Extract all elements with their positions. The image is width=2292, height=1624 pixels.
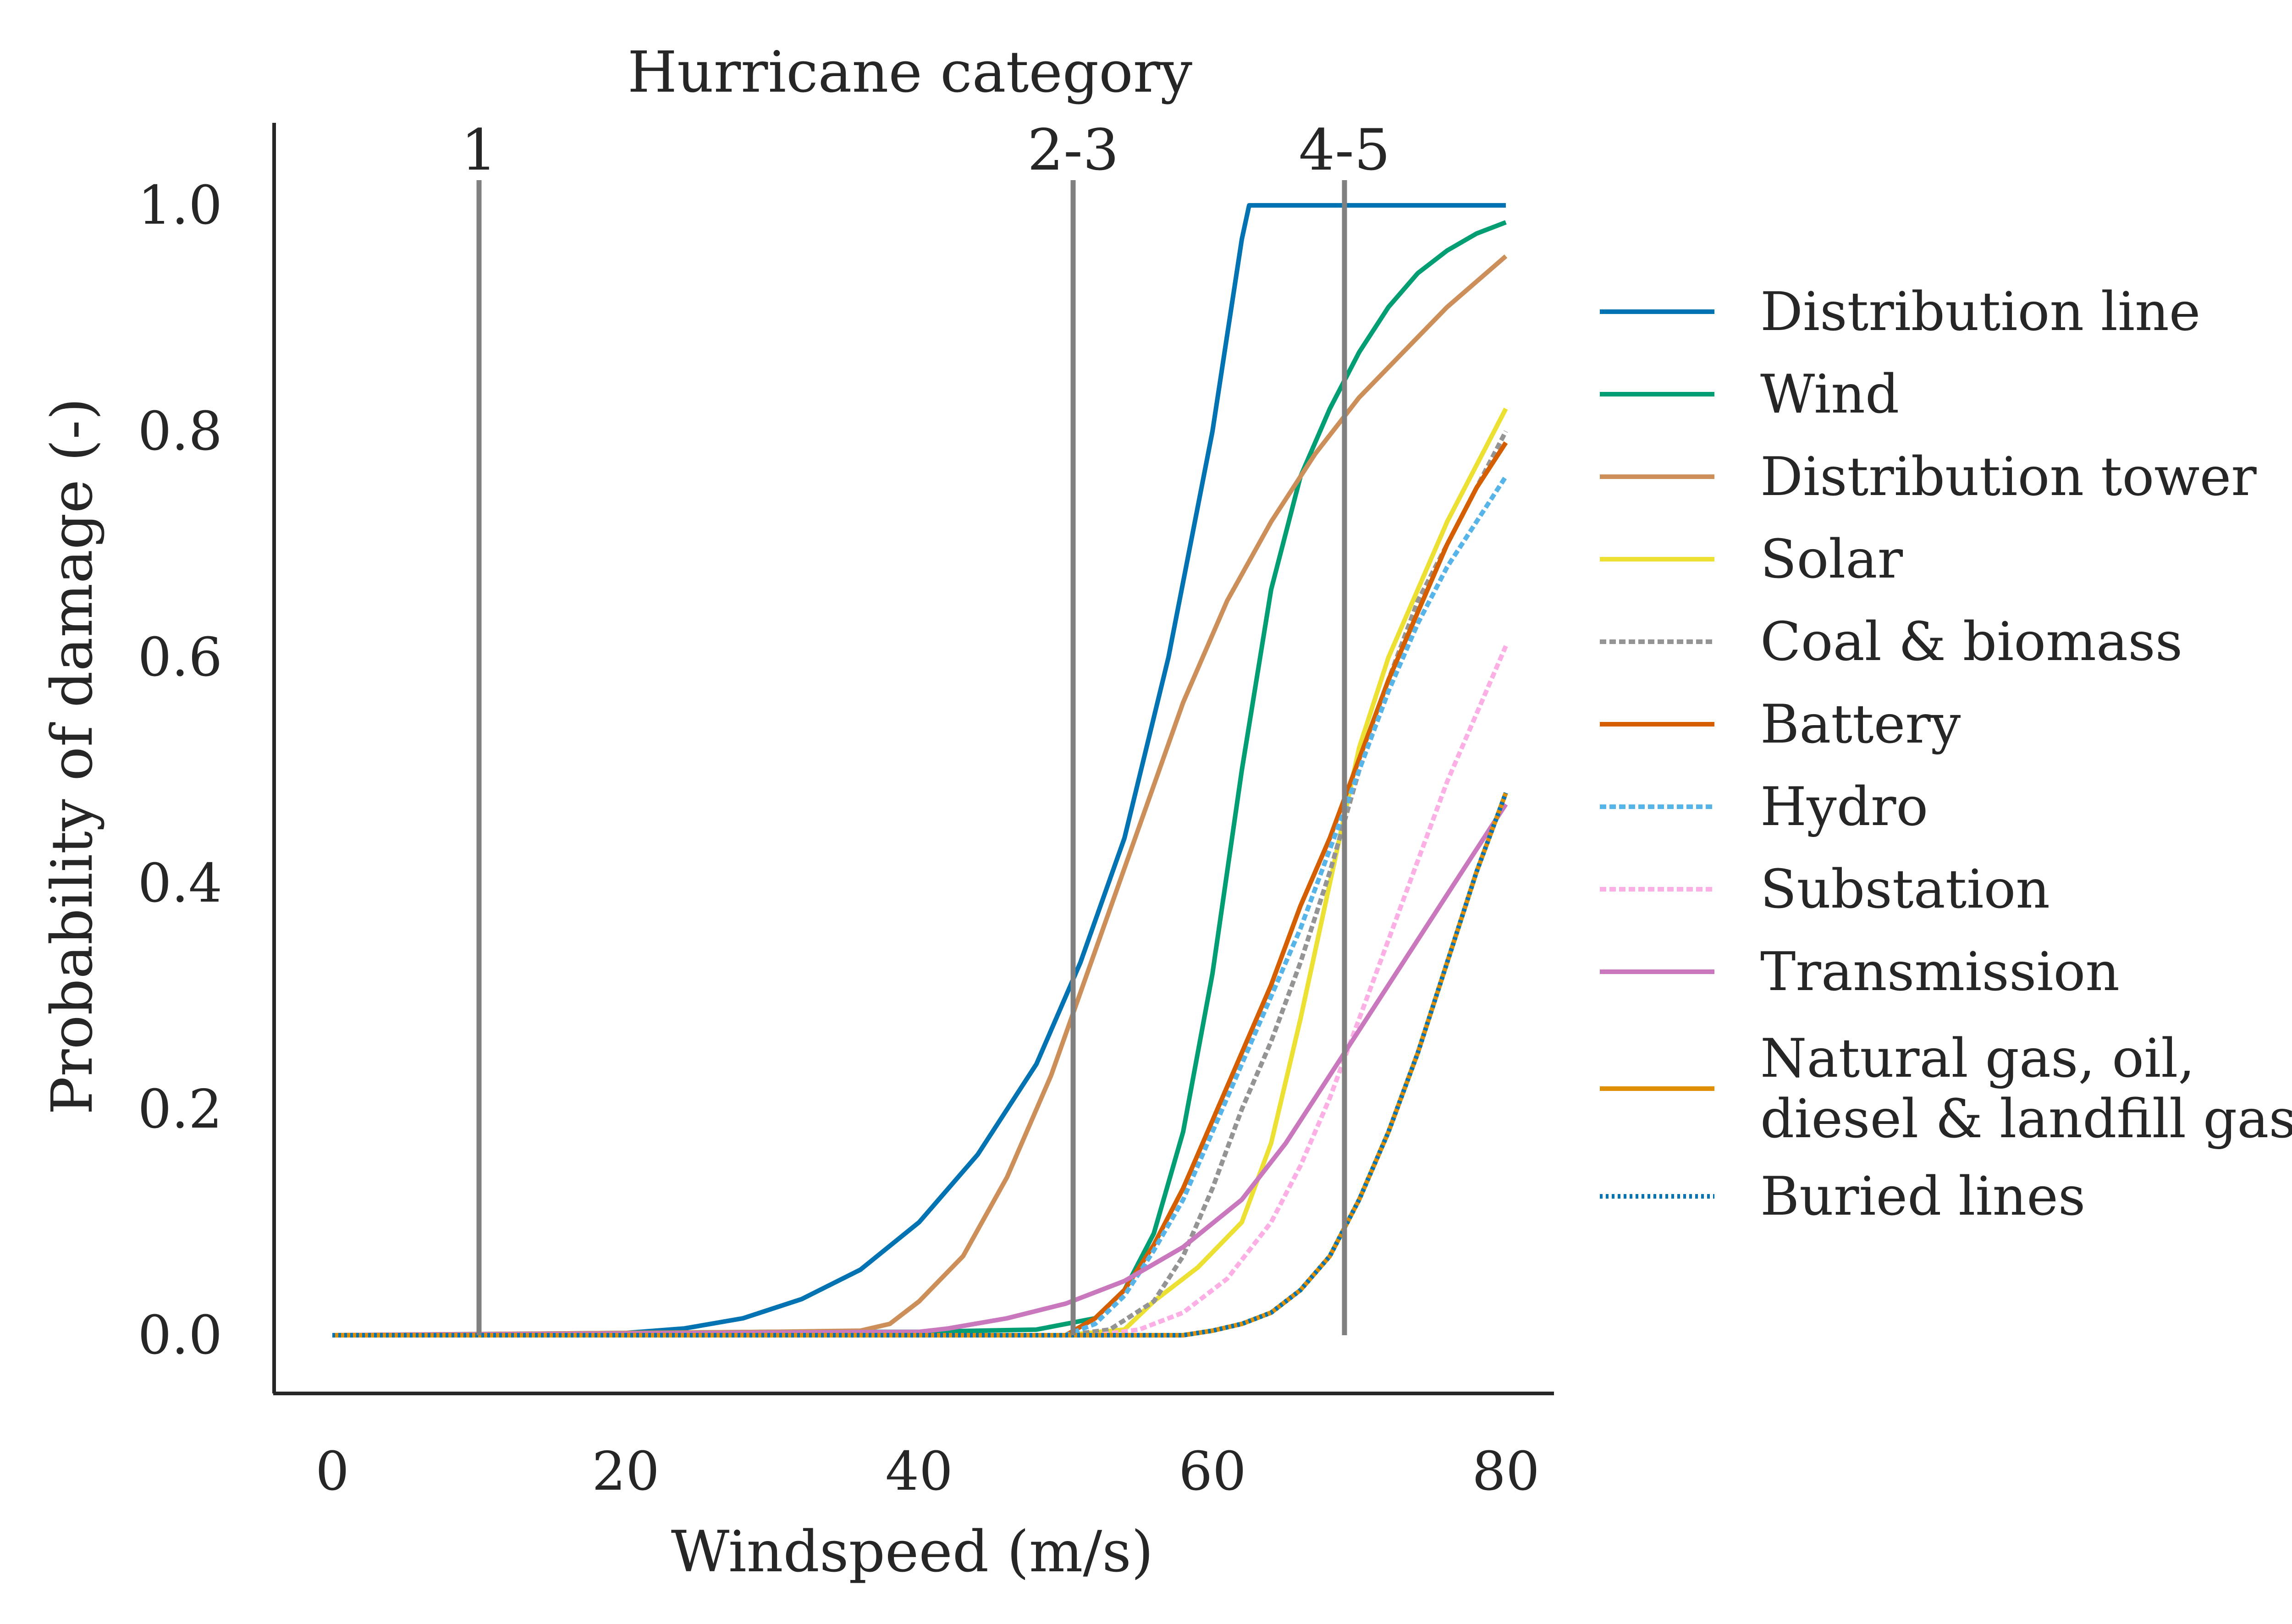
- legend-label-3: Solar: [1760, 528, 1903, 590]
- series-line-6: [332, 475, 1508, 1338]
- legend-label-7: Substation: [1760, 859, 2050, 920]
- category-label-2: 4-5: [1299, 117, 1390, 183]
- y-tick-label: 0.0: [138, 1305, 222, 1366]
- legend-label-10: Buried lines: [1760, 1166, 2085, 1228]
- legend-label-4: Coal & biomass: [1760, 611, 2182, 673]
- x-tick-label: 20: [592, 1441, 660, 1503]
- legend-label-0: Distribution line: [1760, 281, 2200, 343]
- y-axis-title: Probability of damage (-): [39, 398, 105, 1115]
- category-label-0: 1: [461, 117, 497, 183]
- series-line-5: [332, 441, 1508, 1338]
- series-line-3: [332, 407, 1508, 1338]
- x-axis-title: Windspeed (m/s): [671, 1519, 1154, 1585]
- y-tick-label: 0.4: [138, 853, 222, 914]
- series-line-7: [332, 645, 1508, 1338]
- legend-label-1: Wind: [1760, 363, 1899, 425]
- y-tick-label: 1.0: [138, 175, 222, 237]
- series-line-9: [332, 792, 1508, 1338]
- series-line-2: [332, 254, 1508, 1338]
- hurricane-category-markers: 1 2-3 4-5: [461, 117, 1390, 1335]
- y-tick-label: 0.2: [138, 1079, 222, 1140]
- series-line-8: [332, 803, 1508, 1338]
- series-layer: [332, 203, 1508, 1338]
- x-tick-label: 0: [315, 1441, 349, 1503]
- legend: Distribution line Wind Distribution tower S…: [1600, 281, 2292, 1228]
- legend-label-6: Hydro: [1760, 776, 1928, 838]
- y-tick-label: 0.8: [138, 401, 222, 462]
- legend-label-5: Battery: [1760, 694, 1961, 755]
- category-label-1: 2-3: [1027, 117, 1119, 183]
- series-line-1: [332, 220, 1507, 1338]
- tick-labels: 0 20 40 60 80 0.0 0.2 0.4 0.6 0.8 1.0: [138, 175, 1540, 1503]
- legend-label-2: Distribution tower: [1760, 446, 2257, 508]
- x-tick-label: 40: [885, 1441, 953, 1503]
- legend-label-9: Natural gas, oil, diesel & landfill gas: [1760, 1028, 2292, 1150]
- x-tick-label: 80: [1472, 1441, 1540, 1503]
- chart-title: Hurricane category: [628, 39, 1192, 105]
- x-tick-label: 60: [1179, 1441, 1246, 1503]
- series-line-0: [332, 203, 1506, 1338]
- y-tick-label: 0.6: [138, 627, 222, 688]
- legend-label-8: Transmission: [1760, 941, 2120, 1003]
